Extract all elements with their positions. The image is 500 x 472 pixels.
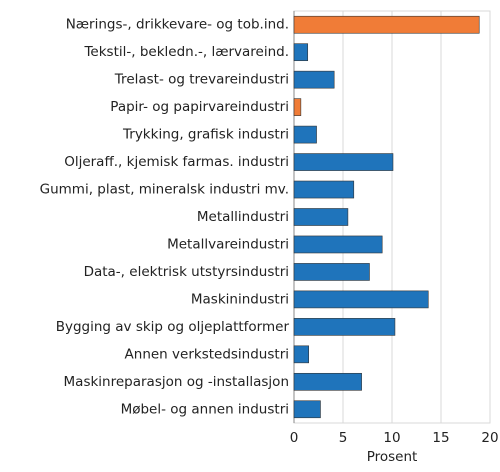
x-axis-label: Prosent bbox=[367, 449, 418, 465]
bar bbox=[293, 43, 309, 62]
bar bbox=[293, 125, 317, 144]
y-tick-label: Tekstil-, bekledn.-, lærvareind. bbox=[83, 44, 289, 60]
y-tick-label: Maskinreparasjon og -installasjon bbox=[64, 374, 289, 390]
bar bbox=[293, 263, 370, 281]
x-tick-label: 15 bbox=[432, 430, 449, 446]
y-tick-label: Metallindustri bbox=[197, 209, 289, 225]
y-tick-label: Gummi, plast, mineralsk industri mv. bbox=[40, 182, 289, 198]
y-tick-label: Papir- og papirvareindustri bbox=[110, 99, 289, 115]
bar bbox=[293, 235, 383, 254]
x-tick-label: 20 bbox=[481, 430, 498, 446]
y-tick-label: Trykking, grafisk industri bbox=[122, 127, 289, 143]
y-tick-label: Bygging av skip og oljeplattformer bbox=[56, 319, 290, 335]
x-tick-label: 10 bbox=[383, 430, 400, 446]
y-tick-label: Møbel- og annen industri bbox=[121, 401, 289, 417]
y-tick-label: Metallvareindustri bbox=[167, 236, 289, 252]
bar bbox=[293, 180, 355, 199]
y-tick-label: Annen verkstedsindustri bbox=[125, 346, 289, 362]
bar bbox=[293, 208, 349, 226]
bar bbox=[293, 98, 302, 116]
y-tick-label: Nærings-, drikkevare- og tob.ind. bbox=[66, 17, 289, 33]
bar bbox=[293, 15, 480, 34]
bar bbox=[293, 153, 394, 171]
bar bbox=[293, 345, 309, 364]
bar bbox=[293, 318, 396, 336]
y-tick-label: Data-, elektrisk utstyrsindustri bbox=[84, 264, 289, 280]
y-tick-label: Oljeraff., kjemisk farmas. industri bbox=[64, 154, 289, 170]
bar bbox=[293, 290, 429, 309]
bar bbox=[293, 372, 362, 391]
x-tick-label: 5 bbox=[339, 430, 348, 446]
y-tick-label: Trelast- og trevareindustri bbox=[114, 72, 289, 88]
bar bbox=[293, 400, 321, 419]
y-tick-label: Maskinindustri bbox=[191, 291, 289, 307]
x-tick-label: 0 bbox=[290, 430, 299, 446]
bar bbox=[293, 70, 335, 89]
